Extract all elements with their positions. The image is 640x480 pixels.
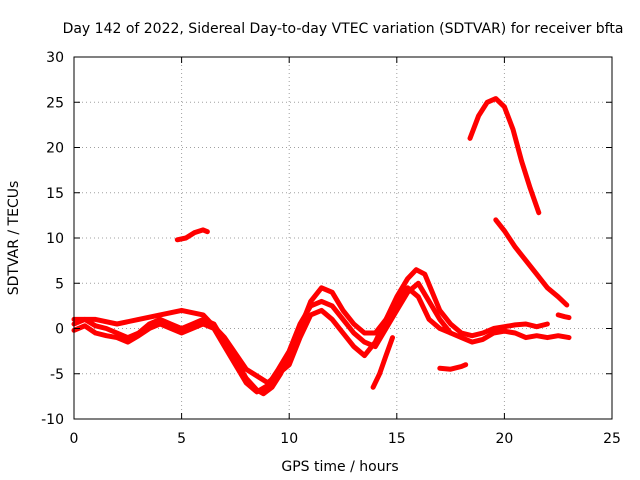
x-tick-label: 20 bbox=[495, 431, 513, 447]
y-tick-label: 30 bbox=[46, 50, 64, 66]
data-series bbox=[71, 96, 572, 397]
y-tick-label: 20 bbox=[46, 141, 64, 157]
y-tick-label: 15 bbox=[46, 186, 64, 202]
series-high-arc bbox=[467, 96, 542, 216]
y-tick-label: 25 bbox=[46, 95, 64, 111]
series-early-upper bbox=[174, 227, 210, 243]
grid bbox=[74, 57, 612, 419]
series-late-dip bbox=[370, 335, 395, 390]
x-tick-label: 25 bbox=[603, 431, 621, 447]
series-main-3 bbox=[71, 285, 454, 386]
series-high-decline bbox=[493, 217, 570, 308]
y-tick-label: 0 bbox=[55, 322, 64, 338]
y-tick-label: -10 bbox=[41, 412, 64, 428]
series-end-segment bbox=[555, 312, 572, 321]
x-tick-label: 15 bbox=[388, 431, 406, 447]
x-tick-label: 0 bbox=[70, 431, 79, 447]
x-tick-label: 5 bbox=[177, 431, 186, 447]
y-tick-label: -5 bbox=[50, 367, 64, 383]
x-axis-label: GPS time / hours bbox=[281, 459, 398, 475]
y-tick-label: 10 bbox=[46, 231, 64, 247]
y-axis-label: SDTVAR / TECUs bbox=[6, 181, 22, 296]
x-tick-label: 10 bbox=[280, 431, 298, 447]
y-tick-label: 5 bbox=[55, 276, 64, 292]
series-main-2 bbox=[71, 280, 572, 395]
series-late-segment bbox=[437, 362, 469, 372]
chart-title: Day 142 of 2022, Sidereal Day-to-day VTE… bbox=[63, 21, 624, 37]
axis-ticks: 0 5 10 15 20 25 -10 -5 0 5 10 15 20 25 30 bbox=[41, 50, 621, 447]
